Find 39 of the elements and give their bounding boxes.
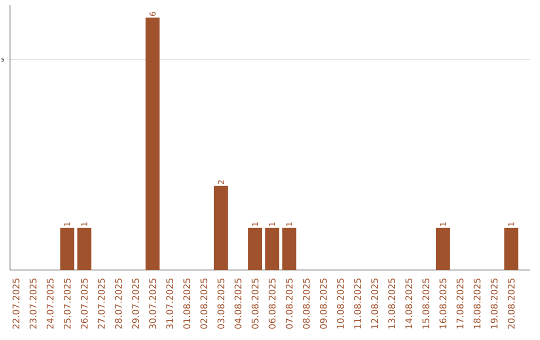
data-label: 1 bbox=[508, 222, 514, 226]
x-tick-label: 30.07.2025 bbox=[149, 278, 156, 329]
x-tick-label: 22.07.2025 bbox=[12, 278, 20, 329]
data-label: 1 bbox=[252, 222, 258, 226]
data-label: 6 bbox=[150, 12, 156, 16]
x-tick-label: 31.07.2025 bbox=[166, 278, 174, 329]
x-tick-label: 15.08.2025 bbox=[422, 278, 430, 328]
x-tick-label: 07.08.2025 bbox=[286, 278, 293, 329]
x-tick-label: 13.08.2025 bbox=[388, 278, 396, 328]
data-label: 1 bbox=[440, 222, 446, 226]
x-tick-label: 29.07.2025 bbox=[132, 278, 139, 329]
x-tick-label: 27.07.2025 bbox=[98, 278, 105, 329]
x-tick-label: 17.08.2025 bbox=[456, 278, 464, 328]
x-tick-label: 06.08.2025 bbox=[268, 278, 276, 329]
x-tick-label: 25.07.2025 bbox=[64, 278, 71, 329]
x-tick-label: 12.08.2025 bbox=[371, 278, 378, 328]
data-label: 1 bbox=[269, 222, 276, 226]
x-tick-label: 04.08.2025 bbox=[234, 278, 242, 329]
x-tick-label: 26.07.2025 bbox=[80, 278, 88, 329]
x-tick-label: 03.08.2025 bbox=[218, 278, 224, 329]
x-tick-label: 20.08.2025 bbox=[508, 278, 515, 329]
x-tick-label: 28.07.2025 bbox=[115, 278, 122, 329]
data-label: 1 bbox=[81, 222, 88, 226]
x-tick-label: 02.08.2025 bbox=[200, 278, 208, 329]
data-label: 1 bbox=[64, 222, 70, 226]
x-tick-label: 24.07.2025 bbox=[46, 278, 54, 329]
x-tick-label: 16.08.2025 bbox=[440, 278, 446, 328]
data-label: 2 bbox=[218, 180, 224, 184]
x-tick-label: 05.08.2025 bbox=[252, 278, 258, 329]
x-tick-label: 18.08.2025 bbox=[474, 278, 480, 328]
x-tick-label: 10.08.2025 bbox=[337, 278, 344, 328]
x-tick-label: 14.08.2025 bbox=[405, 278, 412, 328]
x-tick-label: 23.07.2025 bbox=[30, 278, 36, 329]
x-tick-label: 19.08.2025 bbox=[490, 278, 498, 328]
x-tick-label: 11.08.2025 bbox=[354, 278, 361, 328]
x-tick-label: 01.08.2025 bbox=[183, 278, 190, 329]
x-tick-label: 09.08.2025 bbox=[320, 278, 327, 329]
data-label: 1 bbox=[286, 222, 292, 226]
x-tick-label: 08.08.2025 bbox=[302, 278, 310, 329]
